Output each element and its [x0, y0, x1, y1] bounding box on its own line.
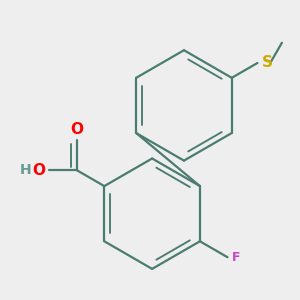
Text: F: F [232, 251, 240, 264]
Text: S: S [262, 56, 273, 70]
Text: O: O [70, 122, 83, 137]
Text: O: O [32, 163, 45, 178]
Text: H: H [20, 163, 32, 177]
